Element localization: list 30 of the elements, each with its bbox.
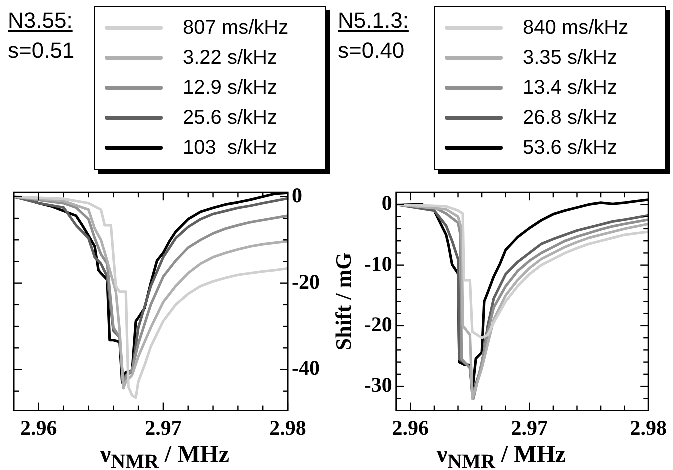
x-axis-title: ν$_{NMR}$ / MHz	[436, 442, 568, 470]
y-tick-label: -10	[364, 252, 392, 276]
y2-tick-label: -40	[292, 356, 320, 380]
legend-label: 3.22 s/kHz	[183, 46, 278, 70]
chart-title: N5.1.3:	[338, 7, 410, 35]
x-tick-label: 2.98	[270, 416, 306, 440]
legend-label: 807 ms/kHz	[183, 16, 289, 40]
y-axis-title: Shift / mG	[330, 252, 356, 351]
legend-label: 12.9 s/kHz	[183, 76, 278, 100]
chart-title: N3.55:	[8, 7, 74, 35]
x-tick-label: 2.98	[630, 416, 667, 440]
x-tick-label: 2.97	[145, 416, 182, 440]
legend-label: 3.35 s/kHz	[523, 46, 618, 70]
chart-subtitle: s=0.40	[338, 37, 406, 65]
y2-tick-label: 0	[292, 183, 303, 208]
y-tick-label: 0	[382, 191, 392, 216]
y-tick-label: -20	[364, 312, 392, 336]
x-axis-title: ν$_{NMR}$ / MHz	[99, 442, 231, 470]
legend-label: 25.6 s/kHz	[183, 106, 278, 130]
y-tick-label: -30	[364, 372, 392, 397]
legend-label: 103 s/kHz	[183, 136, 278, 160]
legend-label: 13.4 s/kHz	[523, 76, 618, 100]
legend-label: 840 ms/kHz	[523, 16, 629, 40]
y2-tick-label: -20	[292, 270, 320, 294]
x-tick-label: 2.96	[392, 416, 430, 440]
chart-subtitle: s=0.51	[8, 37, 76, 65]
x-tick-label: 2.96	[20, 416, 58, 440]
legend-label: 53.6 s/kHz	[523, 136, 618, 160]
x-tick-label: 2.97	[511, 416, 548, 440]
legend-label: 26.8 s/kHz	[523, 106, 618, 130]
